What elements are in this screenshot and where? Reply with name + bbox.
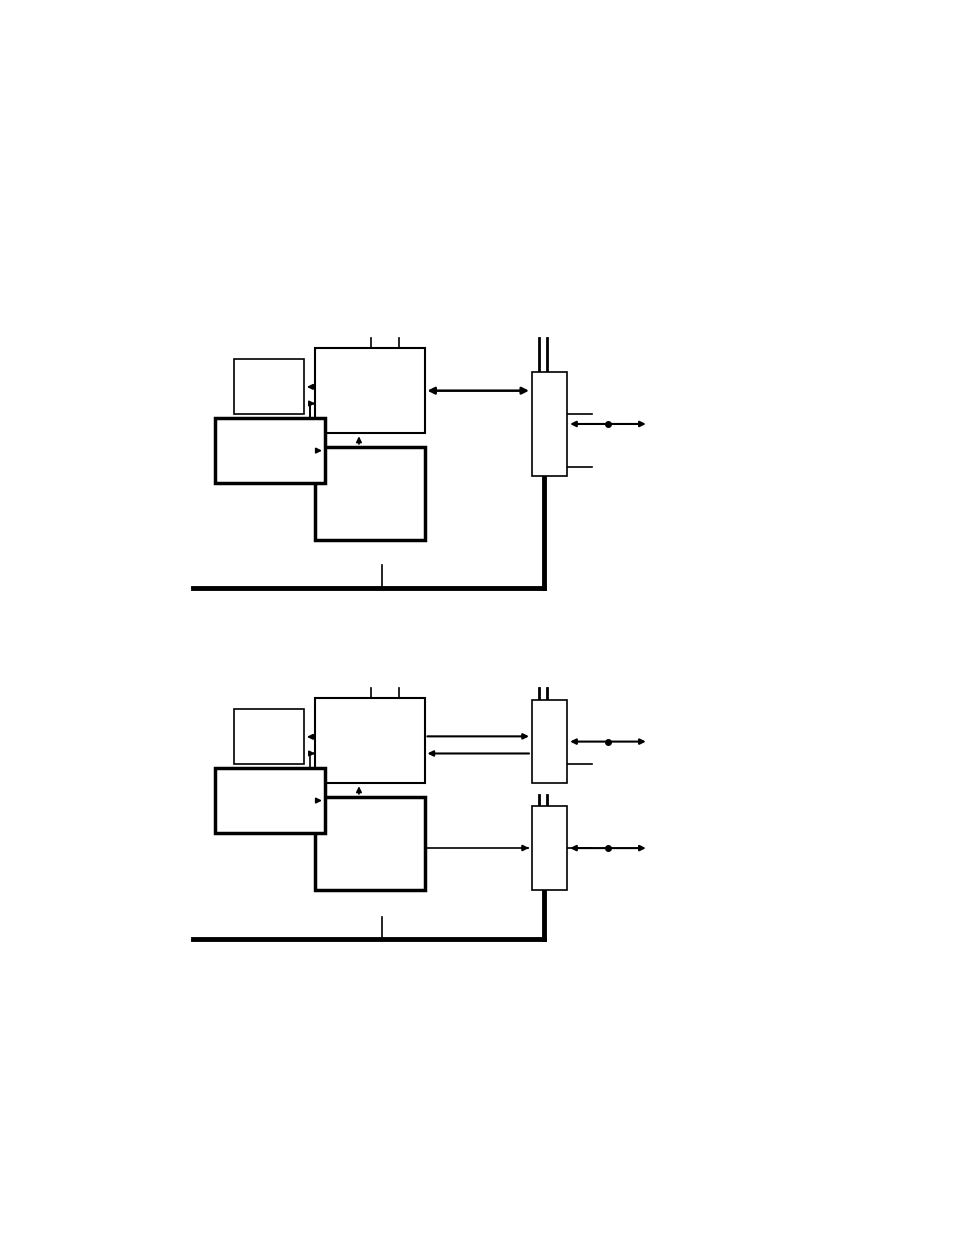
Bar — [531, 700, 567, 783]
Bar — [215, 419, 324, 483]
Bar — [215, 768, 324, 832]
Bar — [314, 797, 424, 890]
Bar — [531, 806, 567, 890]
Bar — [314, 348, 424, 433]
Bar — [531, 372, 567, 477]
Bar — [314, 698, 424, 783]
Bar — [233, 709, 304, 764]
Bar — [233, 359, 304, 415]
Bar — [314, 447, 424, 540]
